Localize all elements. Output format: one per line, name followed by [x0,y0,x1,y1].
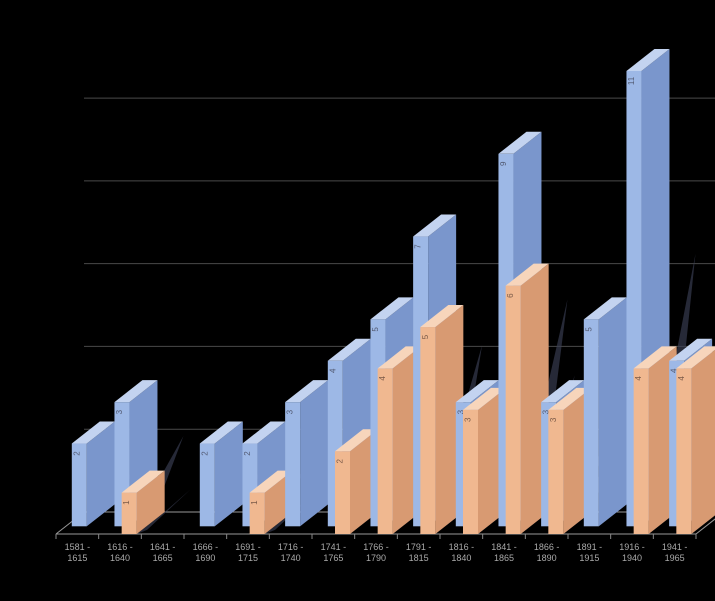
svg-text:1: 1 [250,500,259,505]
svg-text:3: 3 [115,409,124,414]
svg-text:1840: 1840 [451,553,471,563]
svg-text:1965: 1965 [665,553,685,563]
svg-text:2: 2 [243,451,252,456]
svg-text:2: 2 [200,451,209,456]
svg-text:5: 5 [584,327,593,332]
svg-text:1841 -: 1841 - [491,542,517,552]
svg-text:4: 4 [328,368,337,373]
svg-text:1666 -: 1666 - [193,542,219,552]
svg-text:1690: 1690 [195,553,215,563]
svg-text:4: 4 [677,376,686,381]
svg-text:1816 -: 1816 - [449,542,475,552]
svg-text:4: 4 [378,376,387,381]
svg-text:1791 -: 1791 - [406,542,432,552]
svg-text:1: 1 [122,500,131,505]
svg-text:1940: 1940 [622,553,642,563]
svg-text:1866 -: 1866 - [534,542,560,552]
svg-text:2: 2 [336,458,345,463]
svg-text:3: 3 [549,417,558,422]
svg-text:4: 4 [634,376,643,381]
svg-text:1665: 1665 [153,553,173,563]
svg-text:1715: 1715 [238,553,258,563]
svg-text:1615: 1615 [67,553,87,563]
svg-text:1941 -: 1941 - [662,542,688,552]
svg-text:2: 2 [72,451,81,456]
svg-text:1581 -: 1581 - [65,542,91,552]
svg-text:1865: 1865 [494,553,514,563]
svg-text:6: 6 [506,293,515,298]
svg-text:1740: 1740 [281,553,301,563]
bar-chart-3d: 1581 -161521616 -1640311641 -16651666 -1… [0,0,715,601]
svg-text:1691 -: 1691 - [235,542,261,552]
chart-container: 1581 -161521616 -1640311641 -16651666 -1… [0,0,715,601]
svg-text:1641 -: 1641 - [150,542,176,552]
svg-text:7: 7 [414,244,423,249]
svg-text:9: 9 [499,161,508,166]
svg-text:1891 -: 1891 - [577,542,603,552]
svg-text:1716 -: 1716 - [278,542,304,552]
svg-text:1640: 1640 [110,553,130,563]
svg-text:1916 -: 1916 - [619,542,645,552]
svg-text:3: 3 [464,417,473,422]
svg-text:1915: 1915 [579,553,599,563]
svg-text:5: 5 [371,327,380,332]
svg-text:1815: 1815 [409,553,429,563]
svg-text:5: 5 [421,334,430,339]
svg-text:1890: 1890 [537,553,557,563]
svg-text:1616 -: 1616 - [107,542,133,552]
svg-text:11: 11 [627,76,636,85]
svg-text:3: 3 [286,409,295,414]
svg-text:1741 -: 1741 - [321,542,347,552]
svg-text:1765: 1765 [323,553,343,563]
svg-text:1766 -: 1766 - [363,542,389,552]
svg-text:1790: 1790 [366,553,386,563]
